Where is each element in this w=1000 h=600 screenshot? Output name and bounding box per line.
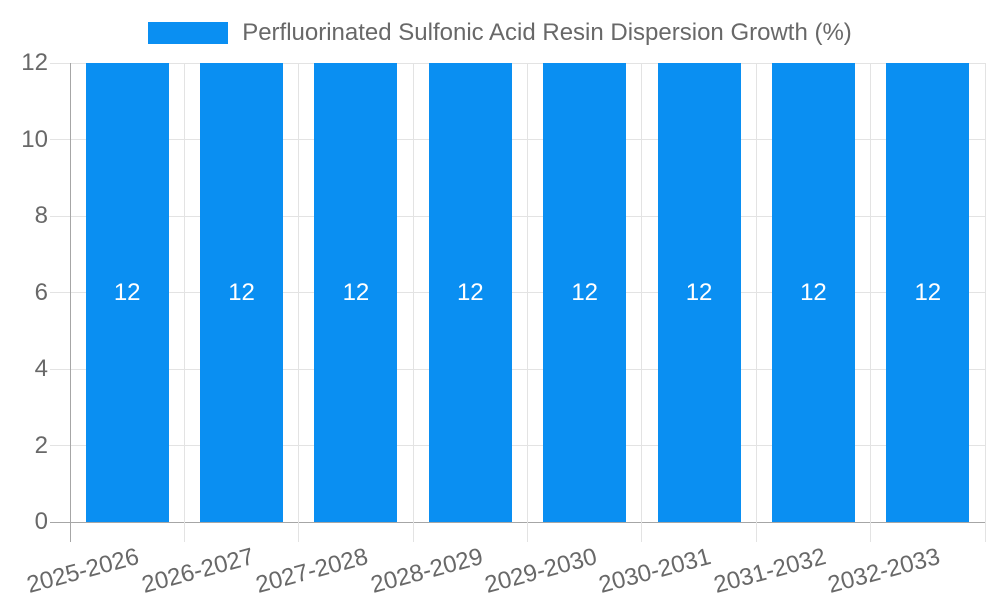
bar[interactable] xyxy=(200,63,284,522)
bar[interactable] xyxy=(85,63,169,522)
y-gridline xyxy=(50,368,985,370)
y-gridline xyxy=(50,292,985,293)
y-tick-label: 4 xyxy=(34,355,48,382)
x-axis-zero-line xyxy=(50,521,985,523)
y-tick-label: 10 xyxy=(21,125,48,153)
x-gridline xyxy=(984,63,986,542)
y-tick-label: 8 xyxy=(34,202,48,229)
x-tick-label: 2028-2029 xyxy=(367,543,486,599)
y-gridline xyxy=(50,62,985,64)
x-tick-label: 2026-2027 xyxy=(138,543,257,599)
x-gridline xyxy=(412,63,414,542)
x-gridline xyxy=(641,63,643,542)
x-gridline xyxy=(298,63,300,542)
y-tick-label: 2 xyxy=(34,431,48,459)
bar[interactable] xyxy=(428,63,512,522)
x-tick-label: 2029-2030 xyxy=(481,543,600,599)
legend-label: Perfluorinated Sulfonic Acid Resin Dispe… xyxy=(242,19,852,46)
y-tick-label: 12 xyxy=(21,49,48,76)
x-tick-label: 2025-2026 xyxy=(24,543,143,599)
x-gridline xyxy=(755,63,757,542)
y-gridline xyxy=(50,139,985,140)
x-gridline xyxy=(183,63,185,542)
x-tick-label: 2031-2032 xyxy=(710,543,829,599)
y-tick-label: 6 xyxy=(34,278,48,306)
x-tick-label: 2032-2033 xyxy=(824,543,943,599)
y-tick-label: 0 xyxy=(34,508,48,535)
legend-item[interactable]: Perfluorinated Sulfonic Acid Resin Dispe… xyxy=(0,19,1000,47)
legend-swatch-icon xyxy=(148,22,229,44)
x-tick-label: 2030-2031 xyxy=(596,543,715,599)
bar[interactable] xyxy=(886,63,970,522)
x-gridline xyxy=(527,63,528,542)
y-gridline xyxy=(50,445,985,446)
x-tick-label: 2027-2028 xyxy=(253,543,371,599)
y-axis-line xyxy=(69,63,71,542)
y-gridline xyxy=(50,215,985,217)
bar[interactable] xyxy=(543,63,627,522)
bar[interactable] xyxy=(657,63,741,522)
bar[interactable] xyxy=(314,63,398,522)
x-gridline xyxy=(870,63,872,542)
bar[interactable] xyxy=(771,63,855,522)
